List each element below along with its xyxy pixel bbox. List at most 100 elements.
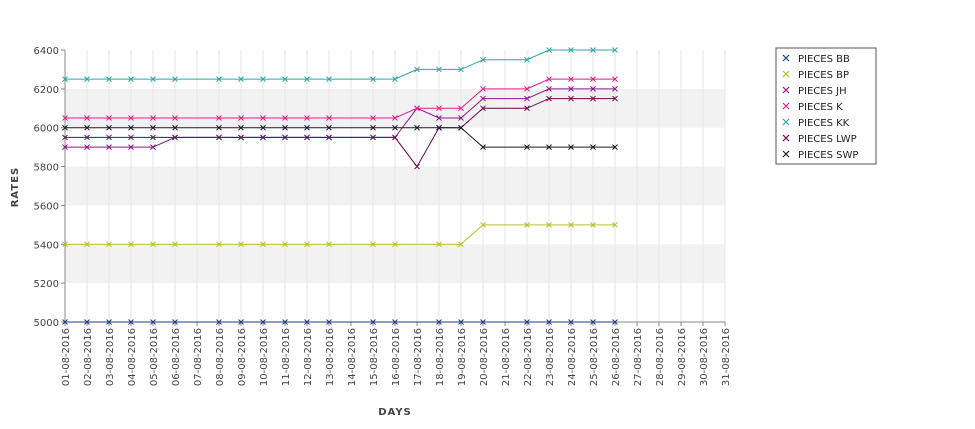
x-tick-label: 01-08-2016 [61, 328, 72, 386]
data-point-marker [458, 124, 464, 131]
data-point-marker [128, 76, 134, 82]
data-point-marker [128, 319, 134, 325]
series-pieces-k [62, 76, 618, 121]
x-tick-label: 03-08-2016 [105, 328, 116, 386]
data-point-marker [238, 241, 244, 248]
data-point-marker [480, 222, 486, 228]
data-point-marker [62, 76, 68, 82]
data-point-marker [370, 124, 376, 131]
data-point-marker [568, 95, 574, 102]
data-point-marker [128, 144, 134, 150]
data-point-marker [150, 115, 156, 121]
data-point-marker [216, 115, 222, 121]
data-point-marker [172, 76, 178, 82]
data-point-marker [238, 134, 244, 141]
data-point-marker [546, 222, 552, 228]
data-point-marker [62, 134, 68, 141]
data-point-marker [304, 115, 310, 121]
data-point-marker [590, 47, 596, 53]
data-point-marker [106, 241, 112, 248]
legend-label: PIECES BP [798, 70, 849, 81]
data-point-marker [238, 124, 244, 131]
data-point-marker [568, 76, 574, 82]
data-point-marker [436, 105, 442, 112]
x-axis-ticks: 01-08-2016 02-08-2016 03-08-2016 04-08-2016… [61, 322, 732, 386]
data-point-marker [84, 124, 90, 131]
data-point-marker [150, 319, 156, 325]
legend-marker [782, 118, 790, 126]
data-point-marker [370, 241, 376, 248]
data-point-marker [480, 319, 486, 325]
x-tick-label: 31-08-2016 [721, 328, 732, 386]
x-tick-label: 12-08-2016 [303, 328, 314, 386]
x-tick-label: 28-08-2016 [655, 328, 666, 386]
data-point-marker [260, 124, 266, 131]
data-point-marker [84, 241, 90, 248]
data-point-marker [612, 222, 618, 228]
data-point-marker [480, 144, 486, 150]
data-point-marker [590, 144, 596, 150]
x-tick-label: 30-08-2016 [699, 328, 710, 386]
data-point-marker [590, 76, 596, 82]
data-point-marker [216, 124, 222, 131]
x-tick-label: 21-08-2016 [501, 328, 512, 386]
data-point-marker [612, 47, 618, 53]
data-point-marker [480, 86, 486, 92]
data-point-marker [414, 163, 420, 170]
data-point-marker [304, 241, 310, 248]
data-point-marker [524, 319, 530, 325]
data-point-marker [172, 124, 178, 131]
data-point-marker [260, 115, 266, 121]
x-tick-label: 10-08-2016 [259, 328, 270, 386]
data-point-marker [326, 319, 332, 325]
data-point-marker [524, 222, 530, 228]
data-point-marker [106, 134, 112, 141]
data-point-marker [282, 319, 288, 325]
legend-marker [782, 134, 790, 142]
series-pieces-bp [62, 222, 618, 248]
series-pieces-kk [62, 47, 618, 82]
series-line [65, 224, 615, 245]
data-point-marker [392, 115, 398, 121]
data-point-marker [436, 115, 442, 121]
data-point-marker [282, 134, 288, 141]
y-tick-label: 5000 [34, 318, 59, 329]
data-point-marker [304, 134, 310, 141]
data-point-marker [216, 134, 222, 141]
legend-box [775, 47, 877, 165]
x-tick-label: 09-08-2016 [237, 328, 248, 386]
legend-marker [782, 54, 790, 62]
data-point-marker [128, 115, 134, 121]
series-pieces-bb [62, 319, 618, 325]
data-point-marker [458, 319, 464, 325]
x-tick-label: 26-08-2016 [611, 328, 622, 386]
x-tick-label: 17-08-2016 [413, 328, 424, 386]
data-point-marker [150, 124, 156, 131]
data-point-marker [546, 86, 552, 92]
data-point-marker [392, 319, 398, 325]
data-point-marker [524, 105, 530, 112]
x-tick-label: 24-08-2016 [567, 328, 578, 386]
y-tick-label: 5800 [34, 163, 59, 174]
data-point-marker [106, 76, 112, 82]
x-tick-label: 22-08-2016 [523, 328, 534, 386]
y-tick-label: 6200 [34, 85, 59, 96]
data-point-marker [546, 47, 552, 53]
data-point-marker [546, 144, 552, 150]
data-point-marker [590, 86, 596, 92]
data-point-marker [480, 56, 486, 63]
data-point-marker [612, 319, 618, 325]
data-point-marker [150, 134, 156, 141]
data-point-marker [524, 144, 530, 150]
data-point-marker [282, 76, 288, 82]
data-point-marker [128, 241, 134, 248]
data-point-marker [568, 47, 574, 53]
data-point-marker [260, 134, 266, 141]
data-point-marker [326, 115, 332, 121]
x-tick-label: 20-08-2016 [479, 328, 490, 386]
data-point-marker [480, 105, 486, 112]
data-point-marker [172, 241, 178, 248]
data-point-marker [414, 105, 420, 112]
data-point-marker [238, 115, 244, 121]
